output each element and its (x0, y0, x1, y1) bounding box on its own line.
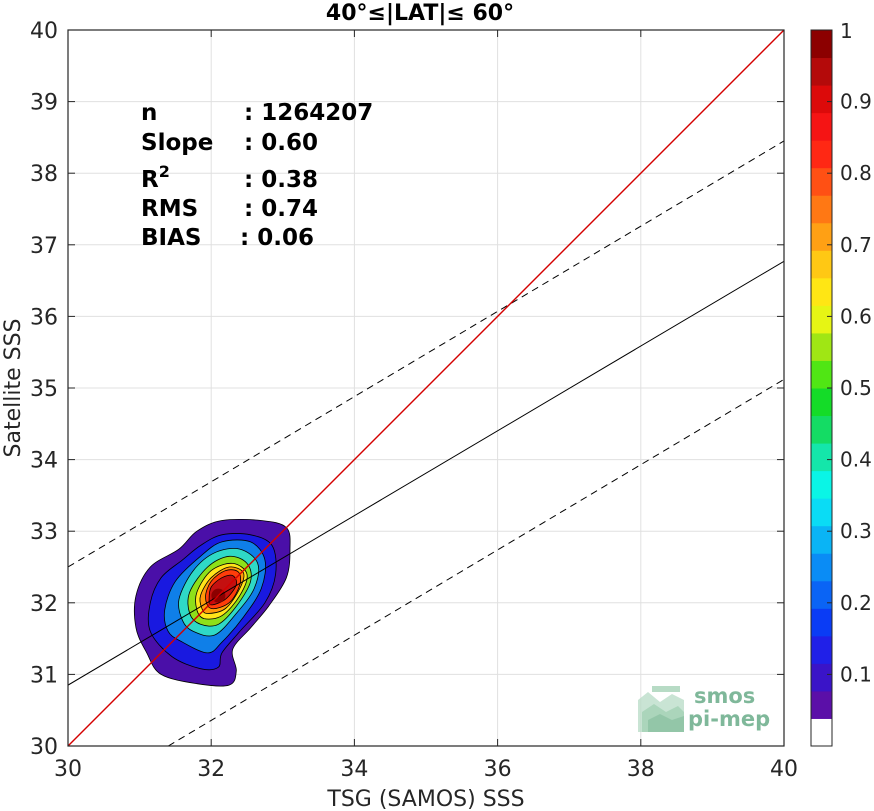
y-tick-label: 31 (30, 663, 58, 688)
y-tick-label: 35 (30, 377, 58, 402)
y-axis-label: Satellite SSS (1, 319, 26, 458)
colorbar-band (811, 470, 832, 499)
colorbar-band (811, 57, 832, 86)
colorbar-tick-label: 0.2 (840, 591, 872, 615)
colorbar-band (811, 250, 832, 279)
stats-box: n : 1264207 Slope : 0.60 R2 : 0.38 RMS :… (141, 100, 373, 251)
colorbar-band (811, 167, 832, 196)
colorbar-band (811, 580, 832, 609)
x-tick-label: 30 (54, 757, 82, 782)
colorbar-band (811, 112, 832, 141)
y-tick-label: 40 (30, 19, 58, 44)
y-tick-label: 39 (30, 91, 58, 116)
x-tick-label: 32 (197, 757, 225, 782)
y-tick-label: 33 (30, 520, 58, 545)
colorbar-tick-label: 0.1 (840, 662, 872, 686)
colorbar-band (811, 277, 832, 306)
stat-slope-value: : 0.60 (244, 130, 318, 156)
stat-bias-label: BIAS (141, 225, 201, 251)
colorbar (811, 30, 832, 747)
stat-r2-label: R2 (141, 162, 170, 193)
colorbar-tick-label: 0.4 (840, 448, 872, 472)
stat-n-value: : 1264207 (244, 100, 373, 126)
y-axis-ticks: 30 31 32 33 34 35 36 37 38 39 40 (30, 19, 784, 760)
x-tick-label: 34 (340, 757, 368, 782)
colorbar-tick-label: 0.8 (840, 161, 872, 185)
colorbar-band (811, 525, 832, 554)
x-axis-label: TSG (SAMOS) SSS (326, 787, 524, 811)
colorbar-tick-label: 1 (840, 19, 853, 43)
colorbar-band (811, 388, 832, 417)
chart-title: 40°≤|LAT|≤ 60° (326, 1, 514, 26)
colorbar-band (811, 360, 832, 389)
colorbar-band (811, 222, 832, 251)
y-tick-label: 36 (30, 305, 58, 330)
density-contours (134, 518, 291, 687)
colorbar-band (811, 305, 832, 334)
stat-r2-value: : 0.38 (244, 167, 318, 193)
regression-line (68, 260, 784, 686)
x-tick-label: 36 (484, 757, 512, 782)
colorbar-band (811, 498, 832, 527)
colorbar-band (811, 415, 832, 444)
colorbar-ticks: 0.1 0.2 0.3 0.4 0.5 0.6 0.7 0.8 0.9 1 (827, 19, 872, 686)
x-tick-label: 40 (770, 757, 798, 782)
colorbar-band (811, 608, 832, 637)
stat-rms-value: : 0.74 (244, 196, 318, 222)
colorbar-tick-label: 0.3 (840, 519, 872, 543)
upper-bound-line (68, 140, 784, 568)
colorbar-band (811, 690, 832, 719)
colorbar-band (811, 85, 832, 114)
y-tick-label: 34 (30, 449, 58, 474)
colorbar-tick-label: 0.9 (840, 90, 872, 114)
colorbar-band (811, 332, 832, 361)
colorbar-band (811, 635, 832, 664)
stat-rms-label: RMS (141, 196, 198, 222)
reference-lines (68, 30, 784, 746)
y-tick-label: 32 (30, 592, 58, 617)
colorbar-tick-label: 0.6 (840, 304, 872, 328)
logo-text-line1: smos (694, 684, 755, 708)
colorbar-band (811, 718, 832, 747)
y-tick-label: 38 (30, 162, 58, 187)
colorbar-band (811, 195, 832, 224)
y-tick-label: 37 (30, 234, 58, 259)
logo-text-line2: pi-mep (688, 707, 770, 731)
colorbar-band (811, 443, 832, 472)
y-tick-label: 30 (30, 735, 58, 760)
logo-graphic-icon (638, 686, 684, 732)
colorbar-tick-label: 0.5 (840, 376, 872, 400)
stat-bias-value: : 0.06 (240, 225, 314, 251)
stat-n-label: n (141, 100, 157, 126)
colorbar-tick-label: 0.7 (840, 233, 872, 257)
identity-line (68, 30, 784, 746)
stat-r2-superscript: 2 (159, 162, 170, 181)
x-axis-ticks: 30 32 34 36 38 40 (54, 30, 798, 782)
colorbar-band (811, 30, 832, 59)
stat-slope-label: Slope (141, 130, 213, 156)
colorbar-band (811, 663, 832, 692)
colorbar-band (811, 553, 832, 582)
x-tick-label: 38 (627, 757, 655, 782)
colorbar-band (811, 140, 832, 169)
smos-pimep-logo: smos pi-mep (638, 684, 770, 732)
